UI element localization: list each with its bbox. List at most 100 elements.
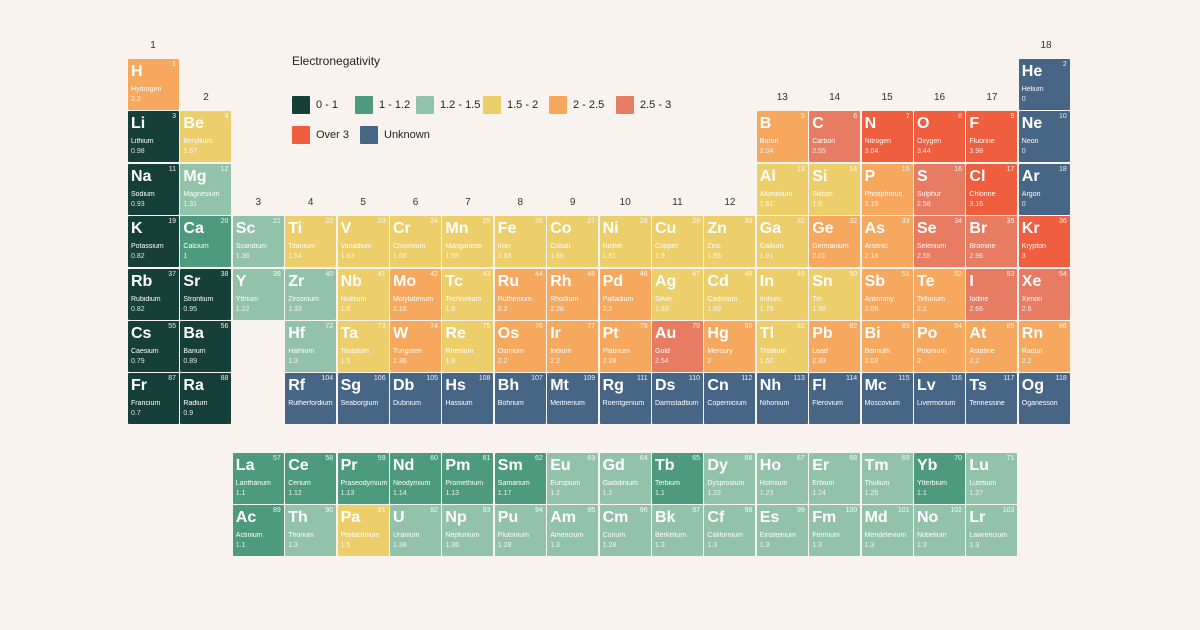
element-cell-po[interactable]: Po 84 Polonium 2 bbox=[914, 321, 965, 372]
element-cell-li[interactable]: Li 3 Lithium 0.98 bbox=[128, 111, 179, 163]
element-cell-be[interactable]: Be 4 Beryllium 1.57 bbox=[180, 111, 232, 163]
element-cell-co[interactable]: Co 27 Cobalt 1.88 bbox=[547, 216, 599, 268]
element-cell-eu[interactable]: Eu 63 Europium 1.2 bbox=[547, 453, 599, 504]
element-cell-pu[interactable]: Pu 94 Plutonium 1.28 bbox=[494, 505, 546, 557]
element-cell-y[interactable]: Y 39 Yttrium 1.22 bbox=[232, 268, 284, 320]
element-cell-p[interactable]: P 15 Phosphorus 2.19 bbox=[861, 163, 913, 215]
element-cell-as[interactable]: As 33 Arsenic 2.18 bbox=[861, 216, 913, 268]
element-cell-pr[interactable]: Pr 59 Praseodymium 1.13 bbox=[337, 453, 389, 504]
element-cell-ti[interactable]: Ti 22 Titanium 1.54 bbox=[285, 216, 337, 268]
element-cell-la[interactable]: La 57 Lanthanum 1.1 bbox=[232, 453, 284, 504]
element-cell-sr[interactable]: Sr 38 Strontium 0.95 bbox=[180, 268, 232, 320]
element-cell-mt[interactable]: Mt 109 Meitnerium bbox=[547, 373, 599, 425]
element-cell-h[interactable]: H 1 Hydrogen 2.2 bbox=[128, 59, 179, 110]
element-cell-sb[interactable]: Sb 51 Antimony 2.05 bbox=[861, 268, 913, 320]
element-cell-ac[interactable]: Ac 89 Actinium 1.1 bbox=[232, 505, 284, 557]
element-cell-s[interactable]: S 16 Sulphur 2.58 bbox=[914, 163, 965, 215]
element-cell-he[interactable]: He 2 Helium 0 bbox=[1018, 59, 1070, 110]
element-cell-mo[interactable]: Mo 42 Molybdenum 2.16 bbox=[390, 268, 441, 320]
element-cell-ir[interactable]: Ir 77 Iridium 2.2 bbox=[547, 321, 599, 372]
element-cell-nh[interactable]: Nh 113 Nihonium bbox=[756, 373, 808, 425]
element-cell-w[interactable]: W 74 Tungsten 2.36 bbox=[390, 321, 441, 372]
element-cell-u[interactable]: U 92 Uranium 1.38 bbox=[390, 505, 441, 557]
element-cell-f[interactable]: F 9 Fluorine 3.98 bbox=[966, 111, 1018, 163]
element-cell-sg[interactable]: Sg 106 Seaborgium bbox=[337, 373, 389, 425]
element-cell-ho[interactable]: Ho 67 Holmium 1.23 bbox=[756, 453, 808, 504]
element-cell-tl[interactable]: Tl 81 Thallium 1.62 bbox=[756, 321, 808, 372]
element-cell-mg[interactable]: Mg 12 Magnesium 1.31 bbox=[180, 163, 232, 215]
element-cell-kr[interactable]: Kr 36 Krypton 3 bbox=[1018, 216, 1070, 268]
element-cell-c[interactable]: C 6 Carbon 2.55 bbox=[809, 111, 861, 163]
element-cell-cf[interactable]: Cf 98 Californium 1.3 bbox=[704, 505, 756, 557]
element-cell-ar[interactable]: Ar 18 Argon 0 bbox=[1018, 163, 1070, 215]
element-cell-er[interactable]: Er 68 Erbium 1.24 bbox=[809, 453, 861, 504]
element-cell-mc[interactable]: Mc 115 Moscovium bbox=[861, 373, 913, 425]
element-cell-k[interactable]: K 19 Potassium 0.82 bbox=[128, 216, 179, 268]
element-cell-in[interactable]: In 49 Indium 1.78 bbox=[756, 268, 808, 320]
element-cell-v[interactable]: V 23 Vanadium 1.63 bbox=[337, 216, 389, 268]
element-cell-si[interactable]: Si 14 Silicon 1.9 bbox=[809, 163, 861, 215]
element-cell-hs[interactable]: Hs 108 Hassium bbox=[442, 373, 494, 425]
element-cell-fm[interactable]: Fm 100 Fermium 1.3 bbox=[809, 505, 861, 557]
element-cell-pd[interactable]: Pd 46 Palladium 2.2 bbox=[599, 268, 651, 320]
element-cell-zn[interactable]: Zn 30 Zinc 1.65 bbox=[704, 216, 756, 268]
element-cell-fe[interactable]: Fe 26 Iron 1.83 bbox=[494, 216, 546, 268]
element-cell-br[interactable]: Br 35 Bromine 2.96 bbox=[966, 216, 1018, 268]
element-cell-tb[interactable]: Tb 65 Terbium 1.1 bbox=[652, 453, 703, 504]
element-cell-bi[interactable]: Bi 83 Bismuth 2.02 bbox=[861, 321, 913, 372]
element-cell-lv[interactable]: Lv 116 Livermorium bbox=[914, 373, 965, 425]
element-cell-bh[interactable]: Bh 107 Bohrium bbox=[494, 373, 546, 425]
element-cell-ag[interactable]: Ag 47 Silver 1.93 bbox=[652, 268, 703, 320]
element-cell-al[interactable]: Al 13 Aluminium 1.61 bbox=[756, 163, 808, 215]
element-cell-rf[interactable]: Rf 104 Rutherfordium bbox=[285, 373, 337, 425]
element-cell-ra[interactable]: Ra 88 Radium 0.9 bbox=[180, 373, 232, 425]
element-cell-no[interactable]: No 102 Nobelium 1.3 bbox=[914, 505, 965, 557]
element-cell-ds[interactable]: Ds 110 Darmstadtium bbox=[652, 373, 703, 425]
element-cell-i[interactable]: I 53 Iodine 2.66 bbox=[966, 268, 1018, 320]
element-cell-sn[interactable]: Sn 50 Tin 1.96 bbox=[809, 268, 861, 320]
element-cell-rh[interactable]: Rh 45 Rhodium 2.28 bbox=[547, 268, 599, 320]
element-cell-md[interactable]: Md 101 Mendelevium 1.3 bbox=[861, 505, 913, 557]
element-cell-db[interactable]: Db 105 Dubnium bbox=[390, 373, 441, 425]
element-cell-og[interactable]: Og 118 Oganesson bbox=[1018, 373, 1070, 425]
element-cell-cl[interactable]: Cl 17 Chlorine 3.16 bbox=[966, 163, 1018, 215]
element-cell-sc[interactable]: Sc 21 Scandium 1.36 bbox=[232, 216, 284, 268]
element-cell-cu[interactable]: Cu 29 Copper 1.9 bbox=[652, 216, 703, 268]
element-cell-ru[interactable]: Ru 44 Ruthenium 2.2 bbox=[494, 268, 546, 320]
element-cell-cs[interactable]: Cs 55 Caesium 0.79 bbox=[128, 321, 179, 372]
element-cell-am[interactable]: Am 95 Americium 1.3 bbox=[547, 505, 599, 557]
element-cell-cm[interactable]: Cm 96 Curium 1.28 bbox=[599, 505, 651, 557]
element-cell-xe[interactable]: Xe 54 Xenon 2.6 bbox=[1018, 268, 1070, 320]
element-cell-pa[interactable]: Pa 91 Protactinium 1.5 bbox=[337, 505, 389, 557]
element-cell-dy[interactable]: Dy 66 Dysprosium 1.22 bbox=[704, 453, 756, 504]
element-cell-n[interactable]: N 7 Nitrogen 3.04 bbox=[861, 111, 913, 163]
element-cell-os[interactable]: Os 76 Osmium 2.2 bbox=[494, 321, 546, 372]
element-cell-ba[interactable]: Ba 56 Barium 0.89 bbox=[180, 321, 232, 372]
element-cell-fl[interactable]: Fl 114 Flerovium bbox=[809, 373, 861, 425]
element-cell-ce[interactable]: Ce 58 Cerium 1.12 bbox=[285, 453, 337, 504]
element-cell-hf[interactable]: Hf 72 Hafnium 1.3 bbox=[285, 321, 337, 372]
element-cell-au[interactable]: Au 79 Gold 2.54 bbox=[652, 321, 703, 372]
element-cell-es[interactable]: Es 99 Einsteinium 1.3 bbox=[756, 505, 808, 557]
element-cell-tm[interactable]: Tm 69 Thulium 1.25 bbox=[861, 453, 913, 504]
element-cell-pm[interactable]: Pm 61 Promethium 1.13 bbox=[442, 453, 494, 504]
element-cell-pt[interactable]: Pt 78 Platinum 2.28 bbox=[599, 321, 651, 372]
element-cell-zr[interactable]: Zr 40 Zirconium 1.33 bbox=[285, 268, 337, 320]
element-cell-ge[interactable]: Ge 32 Germanium 2.01 bbox=[809, 216, 861, 268]
element-cell-cn[interactable]: Cn 112 Copernicium bbox=[704, 373, 756, 425]
element-cell-fr[interactable]: Fr 87 Francium 0.7 bbox=[128, 373, 179, 425]
element-cell-b[interactable]: B 5 Boron 2.04 bbox=[756, 111, 808, 163]
element-cell-ta[interactable]: Ta 73 Tantalum 1.5 bbox=[337, 321, 389, 372]
element-cell-yb[interactable]: Yb 70 Ytterbium 1.1 bbox=[914, 453, 965, 504]
element-cell-mn[interactable]: Mn 25 Manganese 1.55 bbox=[442, 216, 494, 268]
element-cell-bk[interactable]: Bk 97 Berkelium 1.3 bbox=[652, 505, 703, 557]
element-cell-lu[interactable]: Lu 71 Lutetium 1.27 bbox=[966, 453, 1018, 504]
element-cell-na[interactable]: Na 11 Sodium 0.93 bbox=[128, 163, 179, 215]
element-cell-rb[interactable]: Rb 37 Rubidium 0.82 bbox=[128, 268, 179, 320]
element-cell-gd[interactable]: Gd 64 Gadolinium 1.2 bbox=[599, 453, 651, 504]
element-cell-o[interactable]: O 8 Oxygen 3.44 bbox=[914, 111, 965, 163]
element-cell-se[interactable]: Se 34 Selenium 2.55 bbox=[914, 216, 965, 268]
element-cell-re[interactable]: Re 75 Rhenium 1.9 bbox=[442, 321, 494, 372]
element-cell-hg[interactable]: Hg 80 Mercury 2 bbox=[704, 321, 756, 372]
element-cell-nd[interactable]: Nd 60 Neodymium 1.14 bbox=[390, 453, 441, 504]
